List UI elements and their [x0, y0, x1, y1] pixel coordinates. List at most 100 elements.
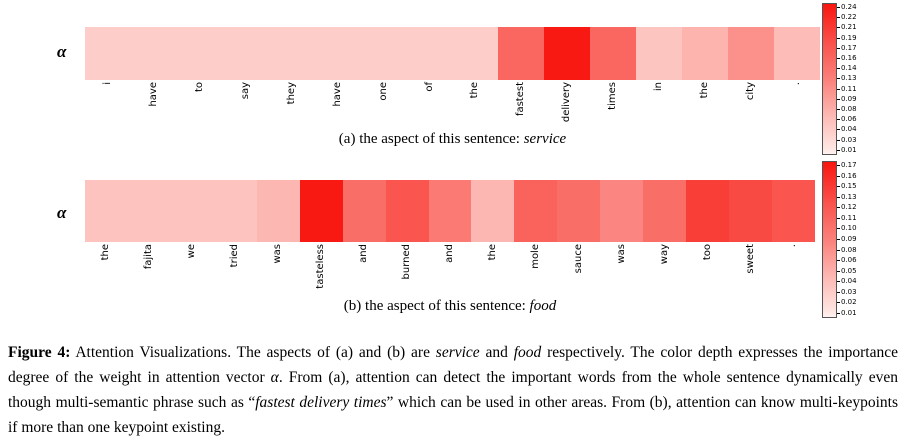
colorbar-tick: 0.16 [837, 172, 857, 180]
word-label-cell: fastest [498, 82, 544, 134]
word-label-cell: burned [386, 244, 429, 300]
tick-label: 0.13 [841, 192, 857, 201]
word-label: the [699, 82, 711, 99]
tick-mark [837, 238, 840, 240]
word-label-cell: way [643, 244, 686, 300]
word-label-cell: times [590, 82, 636, 134]
tick-label: 0.24 [841, 3, 857, 11]
colorbar-a: 0.24 0.22 0.21 0.19 0.17 0.16 0.14 0.13 0.11 0.09… [822, 3, 857, 155]
colorbar-tick: 0.11 [837, 214, 857, 222]
tick-label: 0.21 [841, 23, 857, 32]
colorbar-tick: 0.09 [837, 95, 857, 103]
colorbar-tick: 0.17 [837, 162, 857, 169]
word-label: was [272, 244, 284, 264]
subcaption-a-text: (a) the aspect of this sentence: [338, 131, 524, 147]
figure-caption-text: . From (a), attention can detect the imp… [8, 369, 898, 412]
heatmap-cell [127, 180, 171, 242]
colorbar-gradient-a [822, 3, 837, 155]
figure-caption: Figure 4: Attention Visualizations. The … [8, 340, 898, 440]
heatmap-cell [85, 180, 128, 242]
colorbar-tick: 0.06 [837, 257, 857, 264]
subcaption-b: (b) the aspect of this sentence: food [85, 298, 815, 315]
tick-mark [837, 88, 840, 90]
tick-label: 0.09 [841, 234, 857, 243]
word-label-cell: say [223, 82, 269, 134]
word-label-cell: we [171, 244, 214, 300]
word-label-cell: in [636, 82, 682, 134]
tick-mark [837, 260, 840, 262]
subcaption-a: (a) the aspect of this sentence: service [85, 131, 820, 148]
word-labels-a: i have to say they have one of the fastest deliver… [85, 82, 820, 134]
tick-mark [837, 37, 840, 39]
word-label: fajita [143, 244, 155, 270]
tick-mark [837, 249, 840, 251]
tick-mark [837, 17, 840, 19]
tick-mark [837, 207, 840, 209]
word-label: i [101, 82, 113, 85]
heatmap-cell [636, 27, 683, 80]
word-label-cell: of [407, 82, 453, 134]
tick-label: 0.03 [841, 135, 857, 144]
tick-label: 0.01 [841, 145, 857, 154]
figure-caption-aspect-a: service [435, 344, 480, 361]
heatmap-cell [256, 180, 300, 242]
colorbar-tick: 0.08 [837, 245, 857, 254]
heatmap-cell [772, 180, 815, 242]
tick-label: 0.01 [841, 308, 857, 317]
word-label: tasteless [315, 244, 327, 289]
word-label: burned [401, 244, 413, 280]
colorbar-tick: 0.17 [837, 44, 857, 52]
tick-label: 0.06 [841, 115, 857, 124]
tick-label: 0.22 [841, 13, 857, 22]
word-label-cell: have [315, 82, 361, 134]
tick-mark [837, 119, 840, 121]
word-label: the [469, 82, 481, 99]
heatmap-b [85, 180, 815, 242]
colorbar-tick: 0.09 [837, 234, 857, 243]
word-label: of [423, 82, 435, 92]
tick-mark [837, 78, 840, 80]
tick-mark [837, 47, 840, 49]
tick-mark [837, 196, 840, 198]
tick-mark [837, 186, 840, 188]
word-label-cell: delivery [544, 82, 590, 134]
word-labels-b: the fajita we tried was tasteless and burned and… [85, 244, 815, 300]
tick-mark [837, 27, 840, 29]
word-label: city [745, 82, 757, 101]
word-label: the [486, 244, 498, 261]
colorbar-tick: 0.05 [837, 266, 857, 275]
figure-caption-text: ” which can be used in other areas. From… [8, 394, 898, 437]
tick-label: 0.17 [841, 161, 857, 169]
tick-label: 0.11 [841, 84, 857, 93]
tick-label: 0.10 [841, 224, 857, 233]
alpha-axis-label-b: α [57, 203, 67, 222]
tick-label: 0.19 [841, 33, 857, 42]
word-label-cell: tried [214, 244, 257, 300]
word-label: was [615, 244, 627, 264]
word-label-cell: the [682, 82, 728, 134]
colorbar-tick: 0.04 [837, 278, 857, 285]
tick-label: 0.12 [841, 203, 857, 212]
colorbar-tick: 0.11 [837, 84, 857, 93]
heatmap-cell [299, 180, 343, 242]
heatmap-cell [682, 27, 729, 80]
tick-label: 0.05 [841, 266, 857, 275]
tick-label: 0.08 [841, 105, 857, 114]
word-label: tried [229, 244, 241, 268]
word-label: too [701, 244, 713, 261]
tick-label: 0.08 [841, 245, 857, 254]
colorbar-tick: 0.13 [837, 192, 857, 201]
word-label-cell: too [686, 244, 729, 300]
heatmap-cell [406, 27, 453, 80]
word-label: and [443, 244, 455, 263]
figure-caption-text: respectively. The color depth expresses … [8, 344, 898, 387]
heatmap-cell [729, 180, 772, 242]
word-label: the [100, 244, 112, 261]
heatmap-cell [428, 180, 472, 242]
word-label: say [239, 82, 251, 100]
heatmap-cell [590, 27, 637, 80]
heatmap-cell [498, 27, 545, 80]
figure-caption-alpha: α [270, 369, 279, 387]
word-label-cell: the [453, 82, 499, 134]
colorbar-tick: 0.12 [837, 204, 857, 211]
